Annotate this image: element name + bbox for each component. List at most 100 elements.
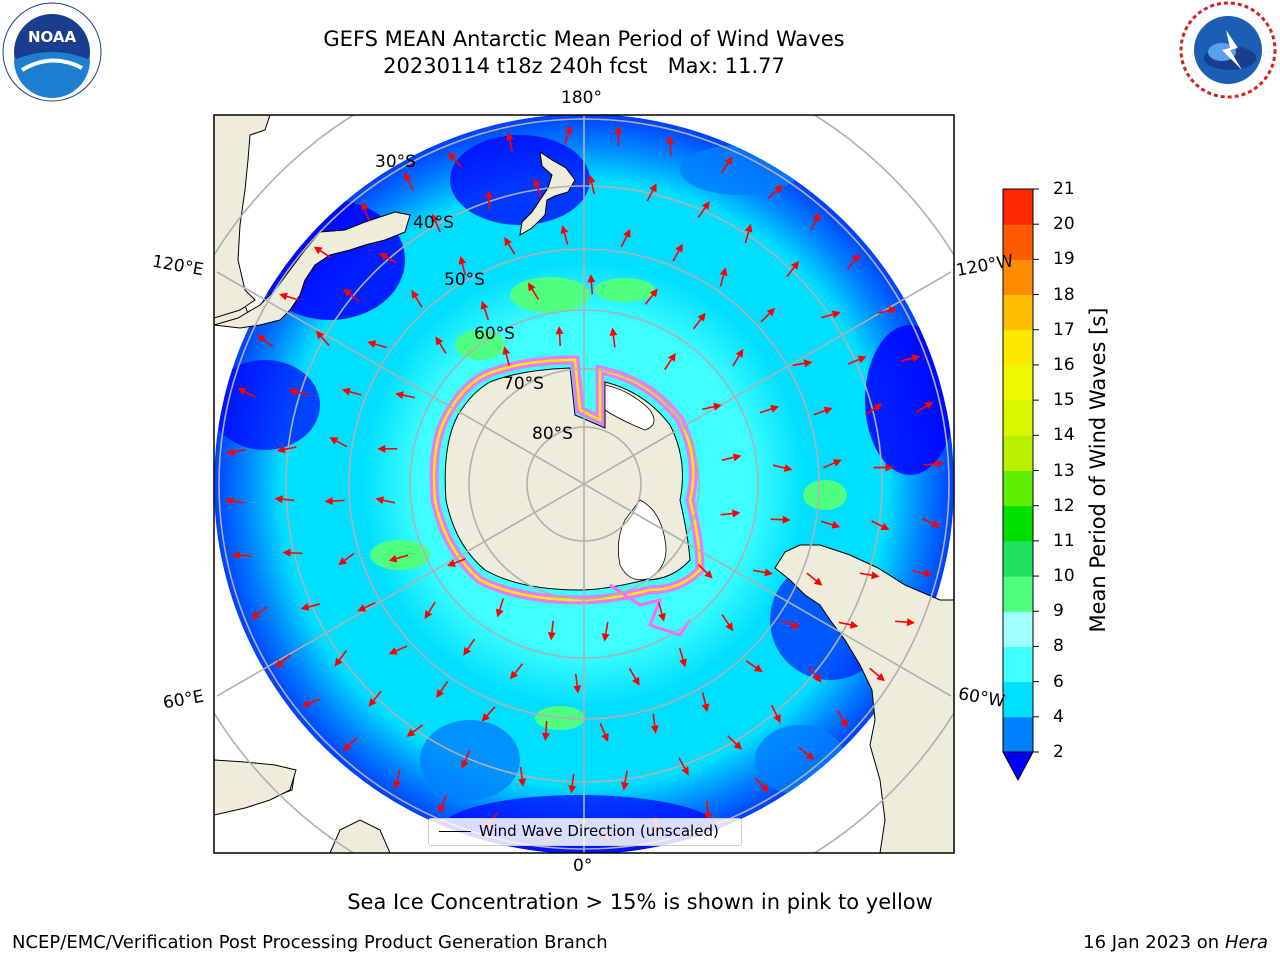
colorbar-tick-label: 21 bbox=[1053, 179, 1075, 199]
wave-direction-arrowhead bbox=[341, 387, 351, 396]
wave-direction-arrowhead bbox=[681, 766, 689, 776]
wave-direction-arrowhead bbox=[505, 132, 514, 141]
wave-direction-arrowhead bbox=[704, 570, 713, 579]
africa bbox=[214, 759, 297, 816]
wave-direction-arrowhead bbox=[435, 336, 444, 346]
wave-direction-arrowhead bbox=[823, 406, 833, 415]
wave-direction-arrowhead bbox=[857, 355, 867, 364]
colorbar-segment bbox=[1003, 294, 1033, 331]
wave-direction-arrowhead bbox=[541, 732, 550, 742]
colorbar-tick-label: 13 bbox=[1053, 460, 1075, 481]
legend-label: Wind Wave Direction (unscaled) bbox=[479, 822, 719, 840]
colorbar-title: Mean Period of Wind Waves [s] bbox=[1086, 307, 1110, 633]
colorbar-segment bbox=[1003, 505, 1033, 542]
wind-wave-direction-arrows bbox=[224, 125, 944, 843]
colorbar-segment bbox=[1003, 224, 1033, 260]
chart-subtitle: 20230114 t18z 240h fcst Max: 11.77 bbox=[383, 54, 785, 78]
lat-label-50s: 50°S bbox=[444, 270, 485, 290]
wave-direction-arrowhead bbox=[732, 509, 741, 518]
wave-direction-arrowhead bbox=[609, 327, 618, 337]
wave-direction-arrowhead bbox=[753, 664, 763, 673]
colorbar-segment bbox=[1003, 716, 1033, 753]
wave-direction-arrowhead bbox=[813, 673, 822, 683]
wave-direction-arrowhead bbox=[324, 496, 333, 505]
colorbar-segment bbox=[1003, 189, 1033, 225]
wave-direction-arrowhead bbox=[614, 125, 623, 134]
wave-direction-arrowhead bbox=[803, 359, 813, 368]
wave-direction-arrowhead bbox=[724, 156, 733, 166]
colorbar-tick-label: 16 bbox=[1053, 354, 1075, 375]
colorbar-tick-label: 18 bbox=[1053, 284, 1075, 305]
wave-direction-arrowhead bbox=[510, 670, 519, 680]
wave-direction-arrowhead bbox=[679, 658, 687, 668]
wave-direction-arrowhead bbox=[560, 225, 569, 235]
wave-direction-arrowhead bbox=[436, 689, 445, 698]
wave-direction-arrowhead bbox=[495, 608, 504, 618]
wave-direction-arrowhead bbox=[573, 685, 582, 694]
wave-direction-arrowhead bbox=[623, 229, 631, 238]
colorbar-tick-label: 14 bbox=[1053, 425, 1075, 446]
lat-label-60s: 60°S bbox=[474, 324, 515, 344]
wave-direction-arrowhead bbox=[621, 781, 629, 791]
colorbar-segment bbox=[1003, 611, 1033, 647]
wave-direction-arrowhead bbox=[935, 459, 944, 468]
wave-direction-arrowhead bbox=[533, 178, 541, 188]
wave-direction-arrowhead bbox=[713, 402, 722, 411]
wave-direction-arrowhead bbox=[813, 577, 823, 586]
wave-direction-arrowhead bbox=[906, 618, 916, 627]
wave-direction-arrowhead bbox=[231, 551, 240, 560]
colorbar-tick-label: 12 bbox=[1053, 495, 1075, 516]
wave-direction-arrowhead bbox=[237, 387, 247, 396]
colorbar-tick-label: 11 bbox=[1053, 530, 1075, 551]
wave-direction-arrowhead bbox=[701, 703, 710, 713]
wave-direction-arrowhead bbox=[461, 759, 469, 769]
wave-direction-arrowhead bbox=[388, 554, 398, 563]
colorbar-extend-min bbox=[1002, 751, 1034, 782]
colorbar-segment bbox=[1003, 470, 1033, 507]
wave-direction-arrowhead bbox=[632, 676, 640, 686]
wave-direction-arrowhead bbox=[774, 184, 784, 194]
wave-direction-arrowhead bbox=[649, 183, 657, 193]
lat-label-70s: 70°S bbox=[503, 374, 544, 394]
colorbar-segment bbox=[1003, 400, 1033, 436]
colorbar-frame bbox=[1002, 188, 1034, 753]
nws-logo bbox=[1179, 1, 1277, 99]
graticule bbox=[214, 115, 954, 853]
wave-direction-arrowhead bbox=[783, 464, 793, 472]
colorbar-segment bbox=[1003, 364, 1033, 401]
colorbar-segment bbox=[1003, 646, 1033, 683]
colorbar-tick-label: 9 bbox=[1053, 601, 1064, 622]
wave-direction-arrowhead bbox=[518, 778, 527, 787]
wave-direction-arrowhead bbox=[880, 522, 890, 530]
wave-direction-arrowhead bbox=[766, 307, 776, 317]
wave-direction-arrowhead bbox=[411, 289, 420, 299]
colorbar-segment bbox=[1003, 329, 1033, 366]
wave-direction-arrowhead bbox=[911, 354, 921, 363]
map-panel bbox=[214, 115, 954, 853]
wave-direction-arrowhead bbox=[338, 557, 347, 566]
wave-direction-arrowhead bbox=[790, 260, 800, 270]
wave-direction-arrowhead bbox=[668, 352, 676, 362]
wave-direction-arrowhead bbox=[446, 559, 456, 567]
wave-direction-arrowhead bbox=[406, 728, 416, 737]
wave-direction-arrowhead bbox=[377, 444, 386, 453]
colorbar-tick-label: 4 bbox=[1053, 706, 1064, 727]
lat-label-40s: 40°S bbox=[413, 213, 454, 233]
wave-direction-arrowhead bbox=[342, 742, 352, 752]
wave-direction-arrowhead bbox=[367, 340, 377, 348]
lon-label-0: 0° bbox=[573, 856, 593, 876]
wave-direction-arrowhead bbox=[735, 348, 744, 358]
wave-direction-arrowhead bbox=[649, 288, 658, 298]
wave-direction-arrowhead bbox=[675, 243, 683, 253]
wave-direction-arrowhead bbox=[871, 571, 880, 580]
wave-direction-arrowhead bbox=[832, 459, 842, 467]
sea-ice-caption: Sea Ice Concentration > 15% is shown in … bbox=[347, 890, 933, 914]
wave-direction-arrowhead bbox=[840, 718, 848, 728]
colorbar-tick-label: 20 bbox=[1053, 214, 1075, 235]
wave-direction-arrowhead bbox=[527, 282, 536, 292]
wave-direction-arrowhead bbox=[547, 632, 556, 641]
wave-direction-arrowhead bbox=[764, 568, 773, 577]
colorbar-tick-label: 6 bbox=[1053, 671, 1064, 692]
noaa-logo: NOAA bbox=[2, 2, 102, 102]
